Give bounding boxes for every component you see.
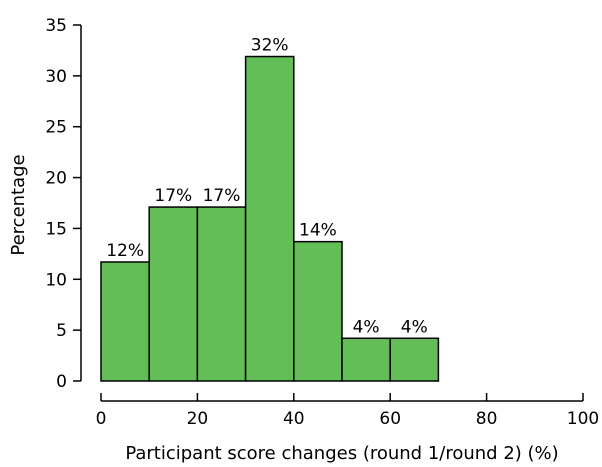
bar-2 <box>196 206 247 382</box>
bar-4 <box>293 240 343 382</box>
y-tick-label-2: 10 <box>45 270 67 290</box>
bar-1 <box>148 206 199 382</box>
y-axis-title: Percentage <box>8 154 29 255</box>
bar-labels-layer: 12% 17% 17% 32% 14% 4% 4% <box>106 36 428 338</box>
y-tick-label-0: 0 <box>56 372 67 392</box>
bar-label-4: 14% <box>299 221 337 241</box>
bar-label-1: 17% <box>154 186 192 206</box>
x-tick-label-0: 0 <box>96 409 107 429</box>
y-tick-label-5: 25 <box>45 118 67 138</box>
bar-3 <box>244 55 295 382</box>
bar-5 <box>341 337 391 382</box>
bar-6 <box>389 337 440 382</box>
bar-label-3: 32% <box>251 36 289 56</box>
y-tick-label-7: 35 <box>45 16 67 36</box>
bar-label-0: 12% <box>106 241 144 261</box>
y-tick-label-4: 20 <box>45 169 67 189</box>
y-tick-label-6: 30 <box>45 67 67 87</box>
x-tick-label-1: 20 <box>187 409 209 429</box>
x-axis-title: Participant score changes (round 1/round… <box>125 443 558 464</box>
y-tick-label-1: 5 <box>56 321 67 341</box>
x-tick-label-2: 40 <box>283 409 305 429</box>
bar-0 <box>100 261 150 382</box>
y-tick-label-3: 15 <box>45 219 67 239</box>
y-axis: 0 5 10 15 20 25 30 35 <box>45 16 82 392</box>
bar-label-5: 4% <box>353 317 380 337</box>
x-tick-label-3: 60 <box>379 409 401 429</box>
x-tick-label-4: 80 <box>476 409 498 429</box>
x-tick-label-5: 100 <box>567 409 599 429</box>
bars-layer <box>100 55 440 382</box>
bar-label-2: 17% <box>203 186 241 206</box>
x-axis: 0 20 40 60 80 100 <box>96 393 599 429</box>
bar-label-6: 4% <box>401 317 428 337</box>
